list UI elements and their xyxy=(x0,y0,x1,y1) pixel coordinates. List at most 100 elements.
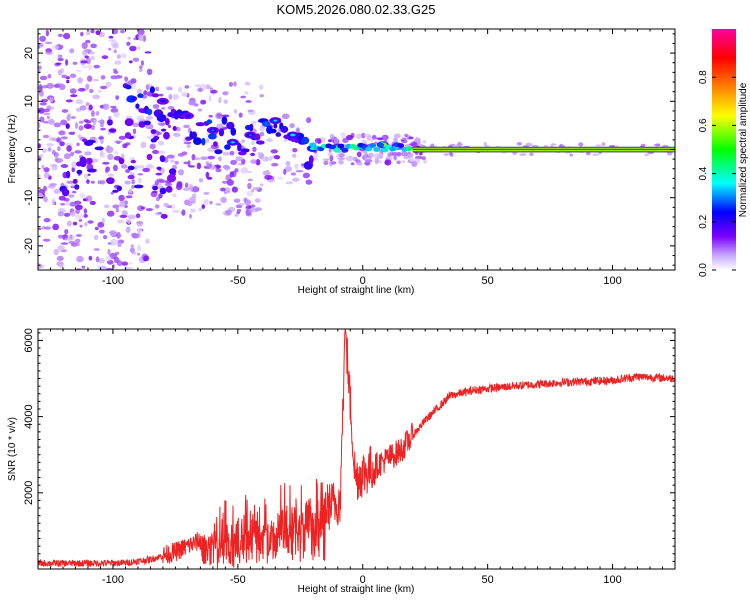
noise-blob xyxy=(285,161,291,166)
noise-blob xyxy=(184,85,190,89)
noise-blob xyxy=(222,151,230,156)
noise-blob xyxy=(443,153,449,156)
feature-blob xyxy=(195,122,205,127)
noise-blob xyxy=(92,94,100,100)
noise-blob xyxy=(329,133,335,140)
noise-blob xyxy=(83,208,88,215)
y-tick-label: -20 xyxy=(23,238,35,254)
noise-blob xyxy=(181,209,186,216)
noise-blob xyxy=(56,137,62,143)
noise-blob xyxy=(57,69,62,76)
noise-blob xyxy=(404,133,408,137)
colorbar-tick-label: 0.4 xyxy=(698,166,709,180)
noise-blob xyxy=(69,48,75,54)
noise-blob xyxy=(137,165,145,169)
noise-blob xyxy=(289,123,295,129)
noise-blob xyxy=(88,64,92,71)
noise-blob xyxy=(157,122,166,126)
noise-blob xyxy=(78,125,84,131)
feature-blob xyxy=(86,168,97,173)
noise-blob xyxy=(38,121,41,129)
noise-blob xyxy=(125,142,131,146)
noise-blob xyxy=(364,159,373,163)
snr-y-axis: 2000 4000 6000 xyxy=(23,328,675,562)
feature-blob xyxy=(151,93,160,98)
noise-blob xyxy=(155,86,160,92)
noise-blob xyxy=(112,164,118,172)
feature-blob xyxy=(341,147,349,153)
noise-blob xyxy=(97,89,102,93)
noise-blob xyxy=(251,140,255,146)
noise-blob xyxy=(366,135,372,141)
noise-blob xyxy=(251,120,257,125)
noise-blob xyxy=(43,108,51,113)
feature-blob xyxy=(267,128,277,134)
noise-blob xyxy=(136,244,142,251)
noise-blob xyxy=(126,217,132,224)
noise-blob xyxy=(157,132,163,135)
noise-blob xyxy=(110,75,119,80)
noise-blob xyxy=(145,124,153,130)
noise-blob xyxy=(101,151,106,159)
noise-blob xyxy=(110,40,118,48)
noise-blob xyxy=(53,248,60,256)
feature-blob xyxy=(237,142,242,152)
noise-blob xyxy=(333,137,339,145)
noise-blob xyxy=(113,49,117,54)
feature-blob xyxy=(373,147,381,152)
noise-blob xyxy=(40,153,44,157)
spectrogram-x-label: Height of straight line (km) xyxy=(298,285,415,296)
feature-blob xyxy=(255,140,265,145)
feature-blob xyxy=(377,142,385,148)
noise-blob xyxy=(86,179,90,184)
noise-blob xyxy=(55,62,62,65)
noise-blob xyxy=(254,207,263,212)
noise-blob xyxy=(56,255,64,261)
noise-blob xyxy=(370,138,374,143)
noise-blob xyxy=(449,152,454,157)
noise-blob xyxy=(103,235,108,240)
noise-blob xyxy=(166,154,175,159)
noise-blob xyxy=(207,155,215,160)
noise-blob xyxy=(550,143,557,146)
colorbar-gradient xyxy=(712,29,736,270)
noise-blob xyxy=(586,151,591,156)
noise-blob xyxy=(58,83,66,91)
noise-blob xyxy=(101,217,105,224)
noise-blob xyxy=(90,124,96,131)
noise-blob xyxy=(138,69,143,72)
noise-blob xyxy=(131,233,139,239)
noise-blob xyxy=(259,131,265,137)
noise-blob xyxy=(247,170,252,174)
noise-blob xyxy=(189,186,193,193)
noise-blob xyxy=(296,127,300,134)
noise-blob xyxy=(79,105,87,111)
feature-peak xyxy=(186,114,190,117)
x-tick-label: -100 xyxy=(102,275,124,287)
feature-blob xyxy=(301,136,310,145)
noise-blob xyxy=(265,138,274,142)
noise-blob xyxy=(136,115,145,122)
noise-blob xyxy=(132,122,140,128)
noise-blob xyxy=(69,88,77,94)
noise-blob xyxy=(220,187,226,192)
feature-blob xyxy=(159,187,167,195)
feature-blob xyxy=(65,123,70,129)
noise-blob xyxy=(70,211,76,217)
noise-blob xyxy=(84,55,89,59)
noise-blob xyxy=(107,153,114,161)
noise-blob xyxy=(48,118,55,125)
noise-blob xyxy=(88,51,95,55)
noise-blob xyxy=(47,73,52,79)
noise-blob xyxy=(99,124,105,128)
y-tick-label: 4000 xyxy=(23,404,35,428)
noise-blob xyxy=(292,148,298,153)
feature-blob xyxy=(118,157,125,165)
noise-blob xyxy=(125,195,133,199)
noise-blob xyxy=(295,170,304,173)
noise-blob xyxy=(81,265,86,269)
noise-blob xyxy=(45,41,53,45)
noise-blob xyxy=(423,160,427,164)
noise-blob xyxy=(136,221,143,227)
noise-blob xyxy=(89,89,94,93)
